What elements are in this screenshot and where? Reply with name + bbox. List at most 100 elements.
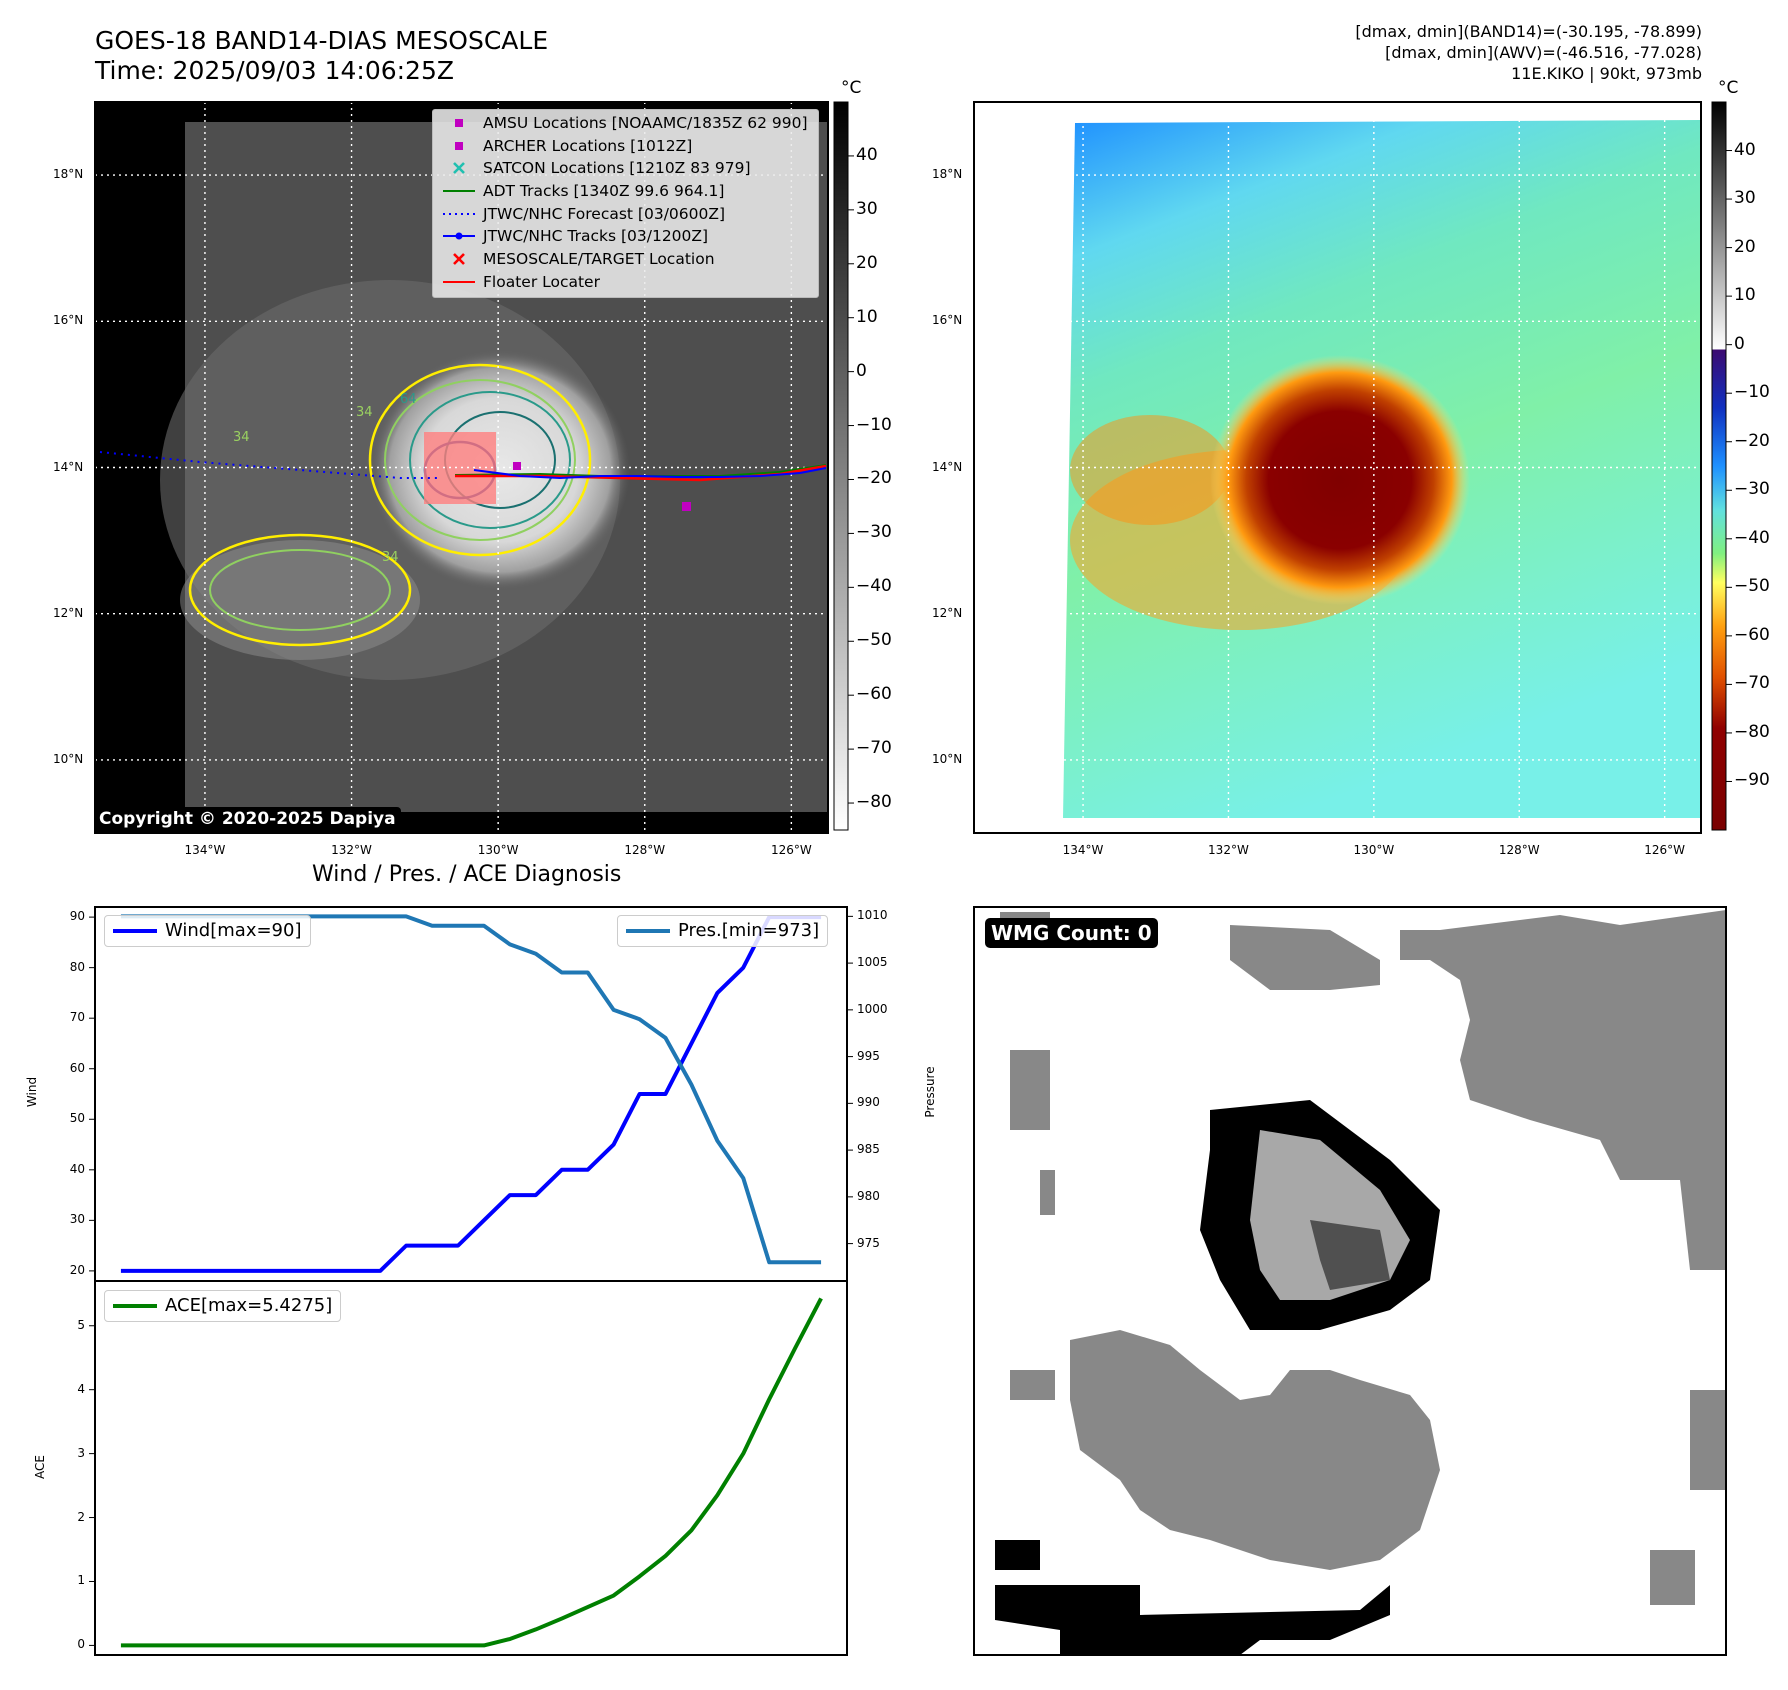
colorbar-tick-label: −10 xyxy=(856,414,892,435)
y2-tick-label: 1005 xyxy=(857,955,888,970)
colorbar-tick-label: −30 xyxy=(1734,479,1770,500)
square-marker-icon xyxy=(455,141,463,150)
line-dot-icon xyxy=(443,232,475,240)
lat-label: 16°N xyxy=(932,313,963,328)
contour-64 xyxy=(409,391,571,529)
y2-tick-label: 1000 xyxy=(857,1001,888,1016)
y-tick-label: 40 xyxy=(69,1161,85,1176)
wind-legend-label: Wind[max=90] xyxy=(165,920,302,941)
y2-tick-label: 980 xyxy=(857,1188,880,1203)
contour-label-64: 64 xyxy=(400,392,417,407)
contour-label-34-south: 34 xyxy=(382,550,399,565)
legend-entry: Floater Locater xyxy=(433,271,818,294)
colorbar-tick-label: −20 xyxy=(1734,430,1770,451)
colorbar-tick-label: 0 xyxy=(1734,333,1745,354)
lon-label: 126°W xyxy=(770,843,812,857)
y-tick-label: 20 xyxy=(69,1262,85,1277)
colorbar-tick-label: −20 xyxy=(856,468,892,489)
wmg-gray-blocks xyxy=(1000,910,1726,1605)
legend-label: JTWC/NHC Tracks [03/1200Z] xyxy=(483,227,709,246)
wind-axis-label: Wind xyxy=(25,1076,39,1108)
storm-tracks xyxy=(99,451,827,511)
y-tick-label: 3 xyxy=(77,1445,85,1460)
dotted-line-icon xyxy=(443,212,475,215)
colorbar-tick-label: 20 xyxy=(856,252,878,273)
colorbar-tick-label: −90 xyxy=(1734,770,1770,791)
contour-label-34-west: 34 xyxy=(233,430,250,445)
lat-label: 18°N xyxy=(932,167,963,182)
y-tick-label: 2 xyxy=(77,1509,85,1524)
ace-axis-label: ACE xyxy=(33,1455,47,1479)
mesoscale-target-box xyxy=(424,432,496,504)
map-legend: AMSU Locations [NOAAMC/1835Z 62 990] ARCH… xyxy=(432,109,819,298)
square-marker-icon xyxy=(455,119,463,127)
colorbar-tick-label: 40 xyxy=(856,144,878,165)
lon-label: 134°W xyxy=(184,843,226,857)
y2-tick-label: 995 xyxy=(857,1048,880,1063)
y-tick-label: 30 xyxy=(69,1212,85,1227)
lat-label: 14°N xyxy=(932,459,963,474)
figure-title-line2: Time: 2025/09/03 14:06:25Z xyxy=(95,56,454,85)
lat-label: 16°N xyxy=(53,313,84,328)
awv-colorbar-unit: °C xyxy=(1718,78,1739,98)
lon-label: 128°W xyxy=(1498,843,1540,857)
lat-label: 14°N xyxy=(53,459,84,474)
band14-colorbar-unit: °C xyxy=(841,78,862,98)
band14-colorbar-ticks xyxy=(848,155,854,804)
colorbar-tick-label: −80 xyxy=(856,792,892,813)
wmg-panel xyxy=(973,906,1727,1656)
x-marker-icon xyxy=(453,162,465,175)
legend-entry: ARCHER Locations [1012Z] xyxy=(433,135,818,158)
lat-label: 18°N xyxy=(53,167,84,182)
amsu-marker xyxy=(682,502,691,511)
lon-label: 126°W xyxy=(1644,843,1686,857)
colorbar-tick-label: −80 xyxy=(1734,721,1770,742)
ace-legend: ACE[max=5.4275] xyxy=(104,1290,342,1322)
colorbar-tick-label: −40 xyxy=(856,576,892,597)
lon-label: 132°W xyxy=(331,843,372,857)
colorbar-tick-label: −40 xyxy=(1734,527,1770,548)
ace-lines xyxy=(120,1297,823,1648)
y-tick-label: 60 xyxy=(69,1060,85,1075)
legend-entry: AMSU Locations [NOAAMC/1835Z 62 990] xyxy=(433,112,818,135)
solid-line-icon xyxy=(443,280,475,283)
y-tick-label: 1 xyxy=(77,1573,85,1588)
awv-colorbar-ticks xyxy=(1726,150,1732,782)
colorbar-tick-label: 40 xyxy=(1734,139,1756,160)
legend-label: AMSU Locations [NOAAMC/1835Z 62 990] xyxy=(483,114,808,132)
pressure-legend: Pres.[min=973] xyxy=(617,915,829,947)
lon-label: 134°W xyxy=(1062,843,1104,857)
wmg-core-dark xyxy=(1310,1220,1390,1290)
legend-label: Floater Locater xyxy=(483,272,600,291)
wind-pressure-ticks xyxy=(89,915,853,1272)
ace-legend-swatch xyxy=(113,1304,157,1308)
ace-ticks xyxy=(89,1325,95,1646)
legend-label: JTWC/NHC Forecast [03/0600Z] xyxy=(483,204,726,223)
y-tick-label: 5 xyxy=(77,1317,85,1332)
legend-label: SATCON Locations [1210Z 83 979] xyxy=(483,159,751,178)
awv-map-gridlines xyxy=(974,102,1701,833)
contour-label-34-north: 34 xyxy=(356,405,373,420)
colorbar-tick-label: −60 xyxy=(856,684,892,705)
legend-entry: SATCON Locations [1210Z 83 979] xyxy=(433,157,818,180)
colorbar-tick-label: −30 xyxy=(856,522,892,543)
colorbar-tick-label: 0 xyxy=(856,360,867,381)
storm-info-text: 11E.KIKO | 90kt, 973mb xyxy=(1511,64,1702,83)
y2-tick-label: 990 xyxy=(857,1095,880,1110)
contour-34 xyxy=(368,363,592,557)
lat-label: 12°N xyxy=(932,605,963,620)
lon-label: 130°W xyxy=(477,843,519,857)
colorbar-tick-label: −60 xyxy=(1734,624,1770,645)
legend-entry: JTWC/NHC Tracks [03/1200Z] xyxy=(433,225,818,248)
y-tick-label: 50 xyxy=(69,1111,85,1126)
pressure-legend-label: Pres.[min=973] xyxy=(678,920,820,941)
awv-colorbar xyxy=(1711,101,1727,831)
y-tick-label: 0 xyxy=(77,1637,85,1652)
legend-entry: ADT Tracks [1340Z 99.6 964.1] xyxy=(433,180,818,203)
colorbar-tick-label: 30 xyxy=(856,198,878,219)
colorbar-tick-label: −70 xyxy=(856,738,892,759)
archer-marker xyxy=(513,462,521,470)
diagnosis-chart-title: Wind / Pres. / ACE Diagnosis xyxy=(312,862,622,887)
y2-tick-label: 985 xyxy=(857,1142,880,1157)
wind-series-line xyxy=(120,915,822,1273)
